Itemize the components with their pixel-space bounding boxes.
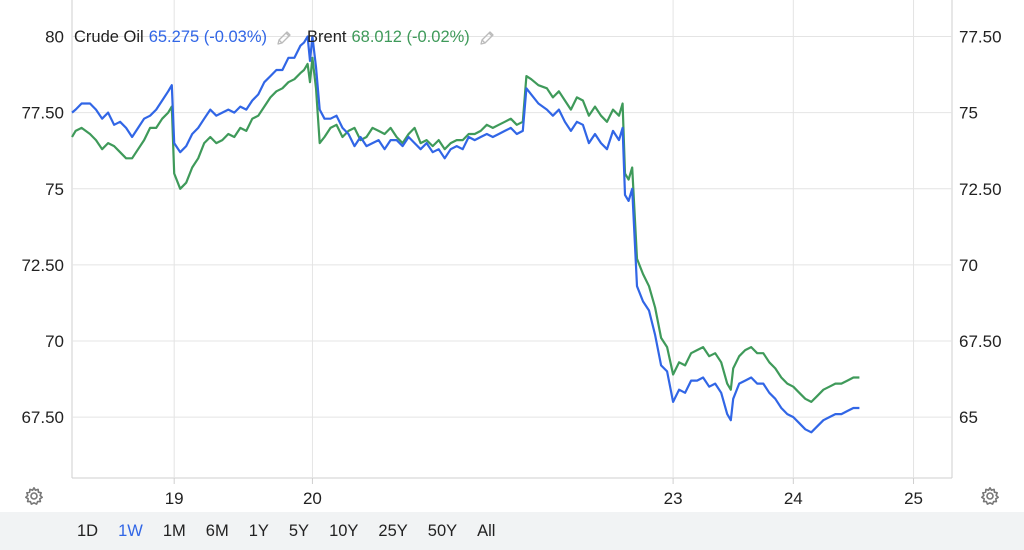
range-button-10y[interactable]: 10Y bbox=[329, 521, 359, 540]
series-lines bbox=[71, 35, 860, 434]
range-button-1y[interactable]: 1Y bbox=[248, 521, 269, 540]
gear-icon[interactable] bbox=[980, 486, 1000, 506]
y-left-tick-label: 75 bbox=[45, 180, 64, 199]
pencil-icon[interactable] bbox=[275, 29, 293, 47]
y-right-tick-label: 65 bbox=[959, 408, 978, 427]
y-right-tick-label: 77.50 bbox=[959, 28, 1002, 47]
x-tick-label: 23 bbox=[664, 489, 683, 508]
x-tick-label: 25 bbox=[904, 489, 923, 508]
y-left-tick-label: 80 bbox=[45, 28, 64, 47]
legend-crude-name: Crude Oil bbox=[74, 28, 144, 46]
range-button-50y[interactable]: 50Y bbox=[427, 521, 458, 540]
series-line-crude-oil bbox=[71, 35, 860, 434]
legend: Crude Oil 65.275 (-0.03%) Brent 68.012 (… bbox=[74, 28, 510, 47]
y-right-tick-label: 70 bbox=[959, 256, 978, 275]
pencil-icon[interactable] bbox=[478, 29, 496, 47]
grid bbox=[71, 0, 953, 484]
range-button-1d[interactable]: 1D bbox=[77, 521, 99, 540]
range-button-25y[interactable]: 25Y bbox=[378, 521, 408, 540]
range-selector: 1D 1W 1M 6M 1Y 5Y 10Y 25Y 50Y All bbox=[0, 512, 1024, 550]
y-left-tick-label: 72.50 bbox=[21, 256, 64, 275]
range-button-5y[interactable]: 5Y bbox=[288, 521, 310, 540]
range-button-1w[interactable]: 1W bbox=[118, 521, 143, 540]
series-line-brent bbox=[71, 56, 860, 403]
x-tick-label: 19 bbox=[165, 489, 184, 508]
range-button-6m[interactable]: 6M bbox=[205, 521, 229, 540]
x-tick-label: 24 bbox=[784, 489, 803, 508]
y-left-tick-label: 70 bbox=[45, 332, 64, 351]
y-right-tick-label: 72.50 bbox=[959, 180, 1002, 199]
y-left-tick-label: 77.50 bbox=[21, 104, 64, 123]
legend-brent-name: Brent bbox=[307, 28, 347, 46]
range-button-all[interactable]: All bbox=[477, 521, 496, 540]
gear-icon[interactable] bbox=[24, 486, 44, 506]
y-right-tick-label: 67.50 bbox=[959, 332, 1002, 351]
legend-crude-value: 65.275 (-0.03%) bbox=[148, 28, 268, 46]
price-chart[interactable]: 80 77.50 75 72.50 70 67.50 77.50 75 72.50 70 67.50… bbox=[0, 0, 1024, 512]
x-tick-label: 20 bbox=[303, 489, 322, 508]
y-right-tick-label: 75 bbox=[959, 104, 978, 123]
axis-ticks: 80 77.50 75 72.50 70 67.50 77.50 75 72.50 70 67.50… bbox=[21, 28, 1001, 508]
legend-brent-value: 68.012 (-0.02%) bbox=[351, 28, 470, 46]
range-button-1m[interactable]: 1M bbox=[162, 521, 186, 540]
y-left-tick-label: 67.50 bbox=[21, 408, 64, 427]
